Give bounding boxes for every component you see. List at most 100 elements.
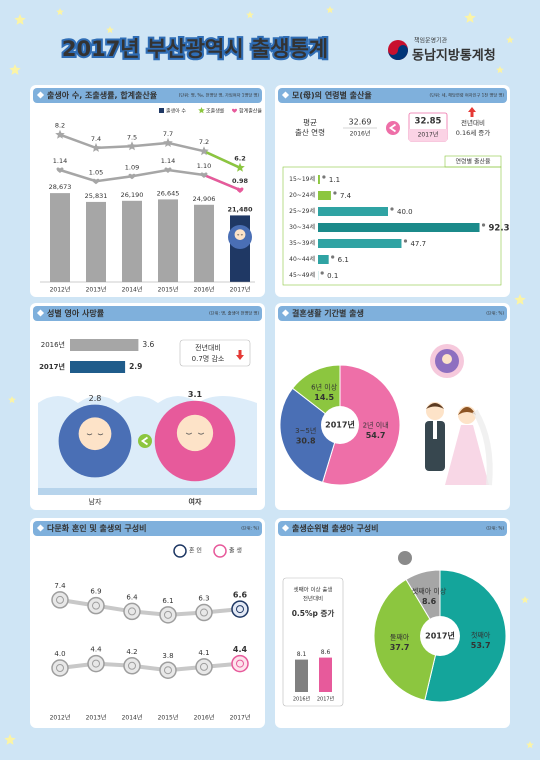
panel-title: 결혼생활 기간별 출생 — [292, 308, 364, 318]
change-value: 0.16세 증가 — [456, 128, 490, 137]
note-box — [179, 339, 251, 367]
star-marker — [235, 162, 245, 172]
groom-body — [425, 421, 445, 471]
point-marker-inner — [164, 610, 172, 619]
pie-center-label: 2017년 — [325, 420, 355, 430]
mean-age-label: 출산 연령 — [295, 127, 325, 137]
agency-logo-part — [388, 45, 408, 60]
pie-slice — [279, 387, 341, 484]
line-value-label: 6.2 — [234, 155, 246, 163]
bar — [318, 223, 480, 232]
line-value-label: 6.4 — [126, 593, 138, 601]
slice-value: 30.8 — [296, 436, 316, 445]
panel-title-diamond — [281, 91, 290, 99]
bar-value-label: 1.1 — [329, 176, 340, 184]
line-value-label: 6.3 — [198, 595, 209, 603]
baby-face — [234, 229, 246, 241]
sex-value: 3.1 — [188, 390, 203, 399]
pie-slice — [424, 569, 507, 703]
bride-veil — [472, 409, 493, 486]
y-tick-label: 15~19세 — [289, 175, 315, 183]
point-marker — [123, 602, 141, 621]
point-marker-inner — [92, 601, 100, 610]
bar — [70, 339, 139, 351]
compare-badge — [386, 121, 400, 135]
pie-slice — [373, 578, 441, 701]
decrease-arrow — [236, 350, 244, 360]
star-decoration — [9, 64, 21, 75]
change-value: 0.7명 감소 — [192, 354, 225, 363]
point-marker-inner — [128, 661, 136, 670]
line-value-label: 1.05 — [89, 168, 103, 176]
y-tick-label: 45~49세 — [289, 271, 315, 279]
x-tick-label: 2017년 — [230, 714, 251, 722]
star-marker — [127, 141, 137, 151]
bar — [86, 201, 106, 282]
pie-hole — [420, 616, 460, 656]
inset-value: 8.1 — [297, 651, 307, 658]
star-decoration — [14, 14, 26, 25]
bar-value-label: 2.9 — [129, 362, 142, 371]
bar — [318, 239, 402, 248]
star-decoration — [56, 8, 64, 16]
panel — [275, 85, 510, 297]
inset-bar — [295, 659, 308, 692]
legend-label: 연령별 출산율 — [455, 158, 491, 166]
bar-value-label: 0.1 — [327, 272, 338, 280]
panel-unit: (단위: %) — [486, 525, 504, 532]
mean-age-year: 2016년 — [350, 130, 371, 138]
line-value-label: 4.2 — [126, 648, 137, 656]
groom-hair — [426, 403, 444, 409]
cloud — [38, 385, 257, 403]
bar — [50, 193, 70, 282]
inset-category: 2016년 — [293, 696, 311, 703]
line-value-label: 4.4 — [233, 645, 248, 654]
line-value-label: 4.4 — [90, 646, 102, 654]
bar — [318, 191, 331, 200]
bar-value-label: 28,673 — [49, 183, 72, 191]
point-marker — [51, 659, 69, 677]
slice-label: 첫째아 — [471, 631, 491, 640]
star-decoration — [514, 294, 526, 305]
slice-value: 8.6 — [422, 597, 437, 606]
panel-title: 출생아 수, 조출생률, 합계출산율 — [47, 90, 158, 100]
heart-marker — [56, 167, 64, 173]
y-tick-label: 2016년 — [41, 340, 65, 349]
x-tick-label: 2014년 — [122, 714, 143, 722]
bar — [318, 255, 329, 264]
bar-value-label: 26,190 — [121, 191, 144, 199]
panel-unit: (단위: 명, 출생아 천명당 명) — [209, 310, 259, 317]
bar — [122, 200, 142, 282]
bar — [318, 207, 388, 216]
point-marker-inner — [56, 664, 64, 672]
star-marker — [198, 107, 205, 114]
baby-face — [176, 414, 214, 452]
line-value-label: 1.09 — [125, 163, 139, 171]
panel-title-diamond — [36, 524, 45, 532]
panel — [30, 518, 265, 728]
star-decoration — [106, 26, 114, 34]
bar — [194, 204, 214, 282]
mother-icon — [320, 271, 324, 275]
mother-icon — [322, 175, 326, 179]
line-value-label: 7.4 — [91, 135, 101, 143]
point-marker-inner — [236, 659, 244, 668]
legend-label: 조출생률 — [206, 108, 225, 115]
balloon-baby-face — [442, 354, 452, 364]
bride-hair — [458, 407, 476, 415]
bar-value-label: 21,480 — [227, 205, 253, 213]
inset-title: 셋째아 이상 출생 — [294, 586, 333, 594]
bar-value-label: 92.3 — [489, 224, 510, 234]
star-marker — [199, 146, 209, 156]
mean-age-year: 2017년 — [418, 131, 439, 139]
heart-marker — [128, 173, 136, 180]
inset-bar — [319, 657, 332, 692]
legend-icon — [213, 544, 227, 558]
star-decoration — [464, 12, 476, 23]
groom-shirt — [433, 421, 437, 439]
question-badge — [398, 551, 412, 565]
heart-marker — [164, 167, 172, 173]
slice-value: 54.7 — [366, 431, 386, 440]
series-line-highlight — [203, 150, 241, 169]
